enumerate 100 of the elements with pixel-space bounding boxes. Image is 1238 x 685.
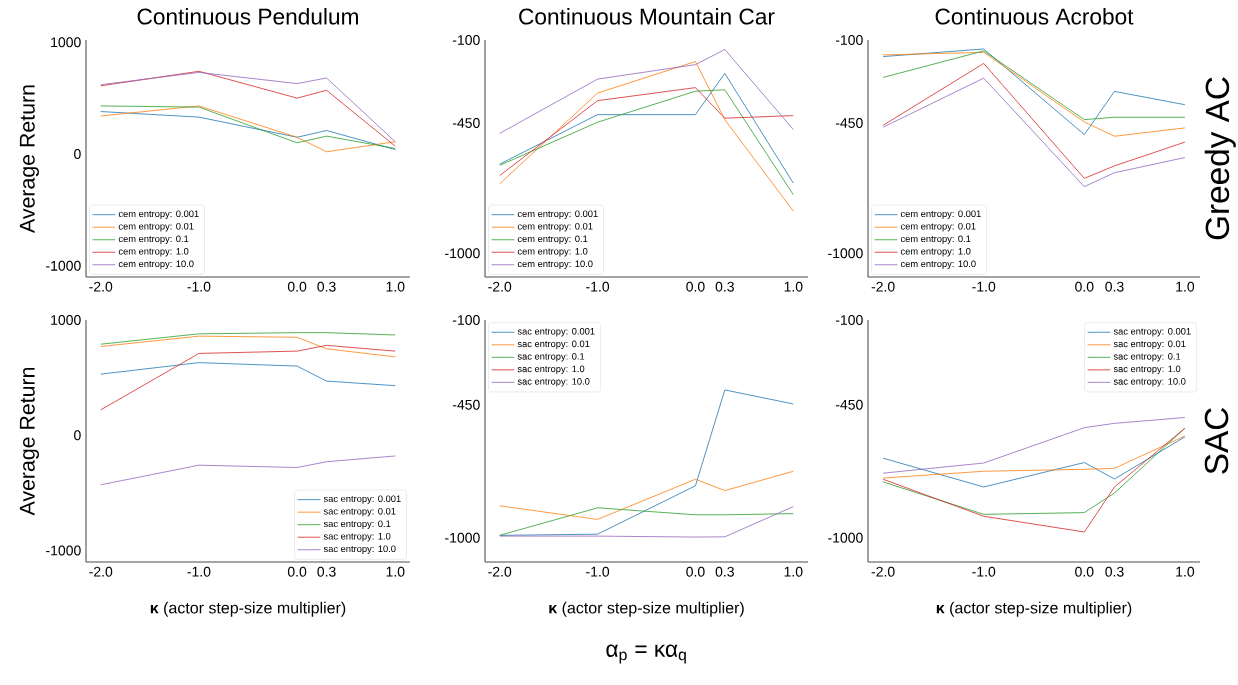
legend-label: cem entropy: 1.0 xyxy=(118,248,189,257)
x-tick-label: 1.0 xyxy=(386,281,405,292)
y-tick-label: -1000 xyxy=(445,532,480,543)
x-tick-label: 0.0 xyxy=(287,281,307,292)
line-series xyxy=(100,335,396,358)
x-tick-label: -2.0 xyxy=(871,566,895,577)
line-series xyxy=(882,50,1186,121)
text: α$_{p}$ = κα$_{q}$ xyxy=(606,644,686,664)
legend-label: cem entropy: 0.01 xyxy=(517,222,593,232)
legend-label: cem entropy: 0.001 xyxy=(517,210,598,219)
x-tick-label: 1.0 xyxy=(1176,281,1195,292)
line-series xyxy=(100,455,396,486)
x-tick-label: 0.0 xyxy=(1075,281,1094,292)
line-series xyxy=(499,49,794,134)
x-axis-title: κ (actor step-size multiplier) xyxy=(936,601,1132,617)
y-tick-label: -1000 xyxy=(46,545,81,556)
x-axis-title: κ (actor step-size multiplier) xyxy=(549,601,744,617)
line-series xyxy=(100,344,396,411)
line-series xyxy=(100,332,396,345)
x-tick-label: 0.3 xyxy=(1105,281,1124,292)
x-tick-label: 1.0 xyxy=(784,566,803,577)
legend-label: sac entropy: 0.1 xyxy=(323,520,391,529)
y-tick-label: -450 xyxy=(835,118,863,128)
y2-axis-title: SAC xyxy=(1204,408,1229,474)
x-tick-label: -2.0 xyxy=(488,281,512,292)
y-axis-title: Average Return xyxy=(19,367,39,516)
line-series xyxy=(499,73,794,184)
legend-label: cem entropy: 0.1 xyxy=(118,235,189,244)
legend-label: sac entropy: 0.01 xyxy=(517,340,590,349)
legend-label: cem entropy: 1.0 xyxy=(900,248,971,257)
legend-label: sac entropy: 0.001 xyxy=(1113,328,1191,337)
legend-label: cem entropy: 10.0 xyxy=(517,260,593,269)
line-series xyxy=(882,427,1186,533)
y-tick-label: -1000 xyxy=(445,248,480,259)
legend-label: sac entropy: 0.01 xyxy=(323,507,396,517)
y-tick-label: -450 xyxy=(835,399,863,410)
legend-label: sac entropy: 0.01 xyxy=(1113,340,1186,349)
chart-title: Continuous Mountain Car xyxy=(519,7,775,25)
x-tick-label: -1.0 xyxy=(187,566,211,577)
x-tick-label: -1.0 xyxy=(187,281,211,292)
x-tick-label: -2.0 xyxy=(871,281,895,292)
line-series xyxy=(499,87,794,176)
x-tick-label: 0.0 xyxy=(686,566,705,577)
legend-label: cem entropy: 0.1 xyxy=(517,235,588,244)
y-tick-label: -100 xyxy=(835,35,863,45)
chart-title: Continuous Acrobot xyxy=(935,7,1134,25)
legend-label: cem entropy: 0.001 xyxy=(900,210,981,219)
x-tick-label: -2.0 xyxy=(89,566,113,577)
y-tick-label: -450 xyxy=(452,118,480,128)
legend-label: sac entropy: 0.1 xyxy=(517,353,585,362)
x-tick-label: -1.0 xyxy=(972,566,996,577)
x-tick-label: 0.3 xyxy=(1105,566,1124,577)
legend-label: sac entropy: 10.0 xyxy=(1113,378,1186,387)
y2-axis-title: Greedy AC xyxy=(1204,77,1236,240)
line-series xyxy=(499,61,794,212)
legend-label: sac entropy: 0.001 xyxy=(517,328,595,337)
x-tick-label: 1.0 xyxy=(784,281,803,292)
y-tick-label: -1000 xyxy=(828,248,863,259)
legend-label: sac entropy: 1.0 xyxy=(517,365,585,375)
legend-label: sac entropy: 10.0 xyxy=(517,378,590,387)
line-series xyxy=(100,111,396,150)
legend-label: sac entropy: 0.1 xyxy=(1113,353,1181,362)
y-tick-label: -1000 xyxy=(828,532,863,543)
x-tick-label: 0.0 xyxy=(1075,566,1094,577)
y-tick-label: -450 xyxy=(452,399,480,410)
legend-label: cem entropy: 0.01 xyxy=(900,222,976,232)
line-series xyxy=(882,77,1186,188)
x-tick-label: 0.3 xyxy=(317,566,336,577)
x-tick-label: 0.3 xyxy=(715,566,734,577)
legend-label: cem entropy: 0.1 xyxy=(900,235,971,244)
x-tick-label: -2.0 xyxy=(488,566,512,577)
line-series xyxy=(882,417,1186,474)
line-series xyxy=(499,89,794,196)
x-tick-label: 1.0 xyxy=(386,566,405,577)
line-series xyxy=(882,436,1186,488)
legend-label: cem entropy: 0.001 xyxy=(118,210,199,219)
x-tick-label: 0.0 xyxy=(686,281,705,292)
legend-label: cem entropy: 0.01 xyxy=(118,222,194,232)
y-tick-label: -100 xyxy=(452,35,480,45)
x-tick-label: -1.0 xyxy=(586,281,610,292)
legend-label: sac entropy: 10.0 xyxy=(323,545,396,554)
x-tick-label: -2.0 xyxy=(89,281,113,292)
line-series xyxy=(100,362,396,387)
legend-label: cem entropy: 10.0 xyxy=(118,260,194,269)
x-axis-title: κ (actor step-size multiplier) xyxy=(150,601,346,617)
chart-title: Continuous Pendulum xyxy=(137,7,358,25)
legend-label: sac entropy: 1.0 xyxy=(1113,365,1181,375)
y-tick-label: 1000 xyxy=(51,315,81,325)
line-series xyxy=(882,435,1186,479)
x-tick-label: 0.0 xyxy=(287,566,307,577)
y-axis-title: Average Return xyxy=(19,85,39,233)
line-series xyxy=(499,470,794,520)
y-tick-label: -100 xyxy=(452,315,480,325)
legend-label: sac entropy: 1.0 xyxy=(323,532,391,542)
x-tick-label: 0.3 xyxy=(715,281,734,292)
y-tick-label: 0 xyxy=(74,430,81,441)
legend-label: sac entropy: 0.001 xyxy=(323,495,401,504)
x-tick-label: 1.0 xyxy=(1176,566,1195,577)
y-tick-label: 0 xyxy=(74,149,81,159)
x-tick-label: 0.3 xyxy=(317,281,336,292)
